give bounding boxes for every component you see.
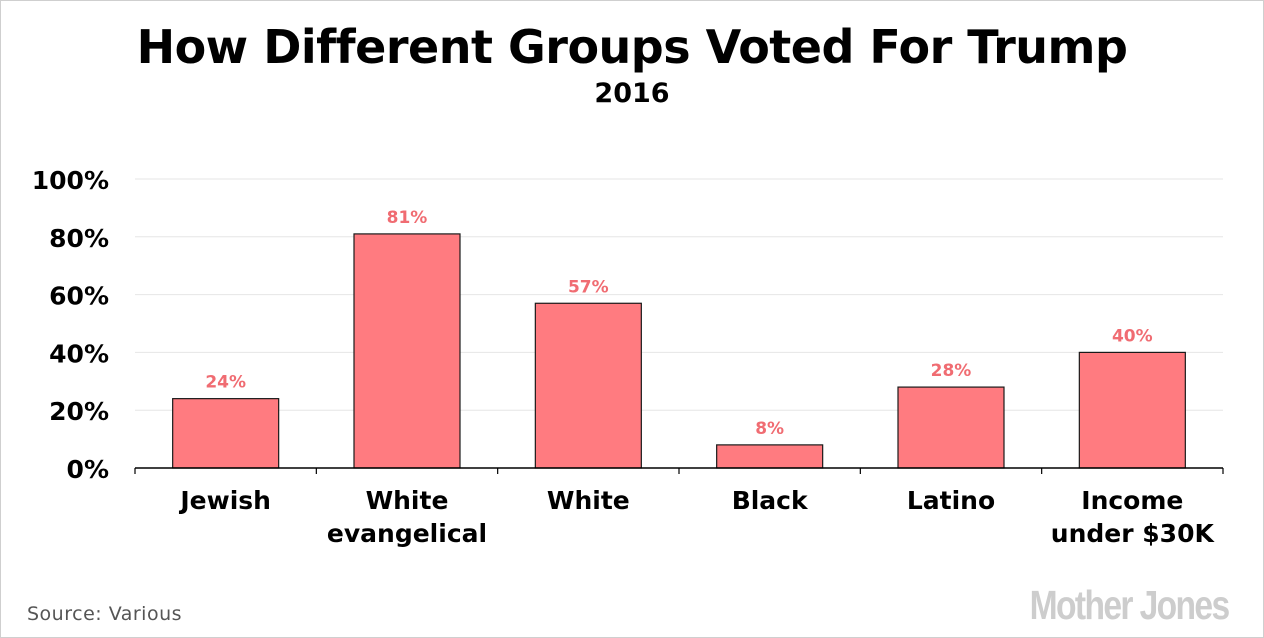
y-tick-label: 0% — [67, 455, 109, 484]
y-tick-label: 100% — [32, 166, 109, 195]
value-label: 24% — [205, 373, 246, 393]
category-label: Income — [1081, 486, 1183, 515]
category-label: under $30K — [1051, 519, 1216, 548]
y-tick-label: 80% — [49, 224, 109, 253]
y-tick-label: 40% — [49, 339, 109, 368]
value-label: 8% — [755, 419, 784, 439]
category-label: Latino — [907, 486, 995, 515]
y-tick-label: 60% — [49, 282, 109, 311]
bar — [897, 386, 1005, 469]
publisher-logo: Mother Jones — [1030, 582, 1231, 628]
value-label: 28% — [931, 361, 972, 381]
bar — [716, 444, 824, 469]
value-label: 81% — [387, 208, 428, 228]
category-label: evangelical — [327, 519, 487, 548]
category-label: Black — [732, 486, 809, 515]
source-note: Source: Various — [27, 603, 183, 625]
category-label: White — [547, 486, 630, 515]
bar — [1078, 351, 1186, 469]
value-label: 57% — [568, 277, 609, 297]
value-label: 40% — [1112, 326, 1153, 346]
chart-subtitle: 2016 — [594, 78, 670, 109]
bar — [534, 302, 642, 469]
category-label: Jewish — [178, 486, 271, 515]
category-label: White — [366, 486, 449, 515]
bar — [353, 233, 461, 469]
y-tick-label: 20% — [49, 397, 109, 426]
bar — [172, 398, 280, 469]
chart-title: How Different Groups Voted For Trump — [136, 20, 1128, 74]
bar-chart: 0% 20% 40% 60% 80% 100% 24% Jewish 81% White evang… — [32, 166, 1224, 548]
